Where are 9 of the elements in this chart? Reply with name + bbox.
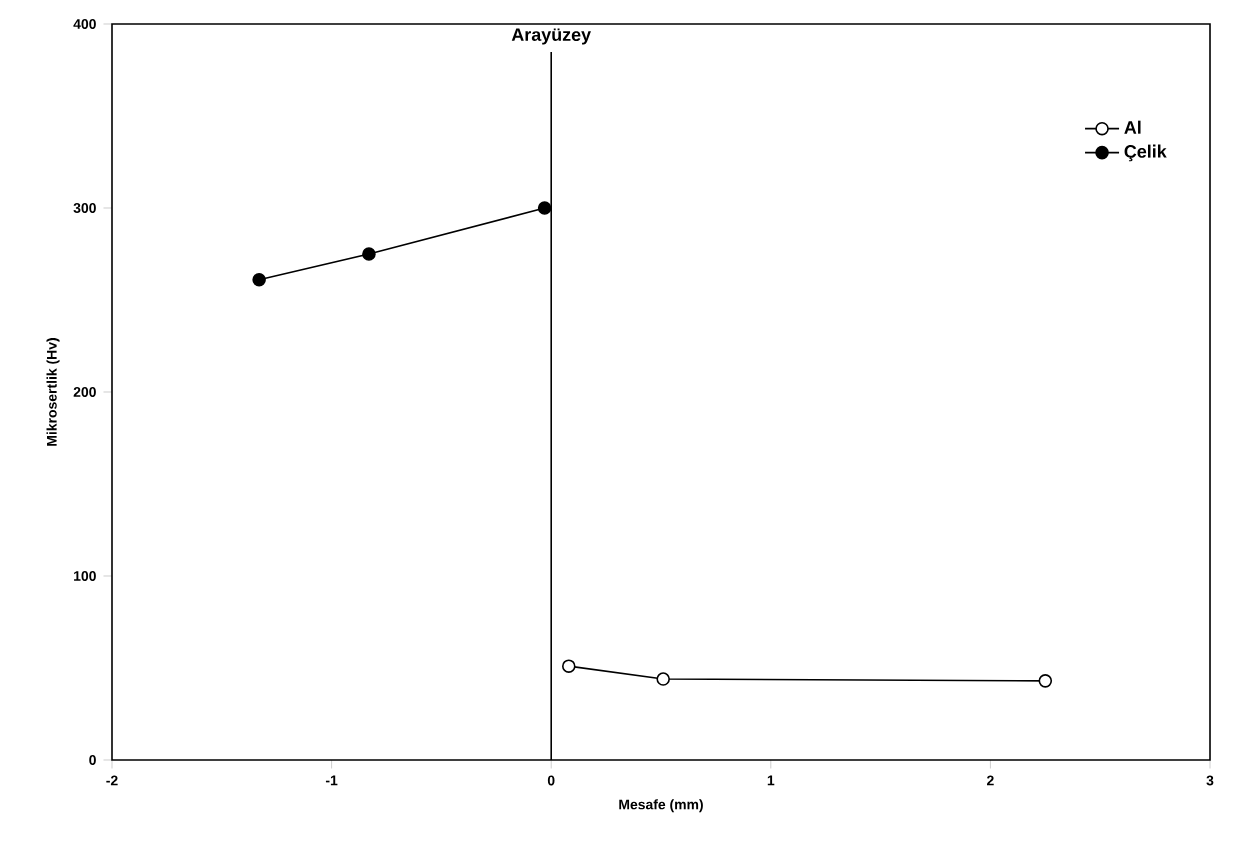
ref-line-label: Arayüzey [511,28,591,45]
point [656,672,670,686]
point [362,247,376,261]
legend-label: Çelik [1124,144,1167,162]
point [1038,674,1053,688]
point [537,201,552,215]
point [562,659,576,673]
legend-label: Al [1124,120,1141,134]
point [252,272,266,287]
